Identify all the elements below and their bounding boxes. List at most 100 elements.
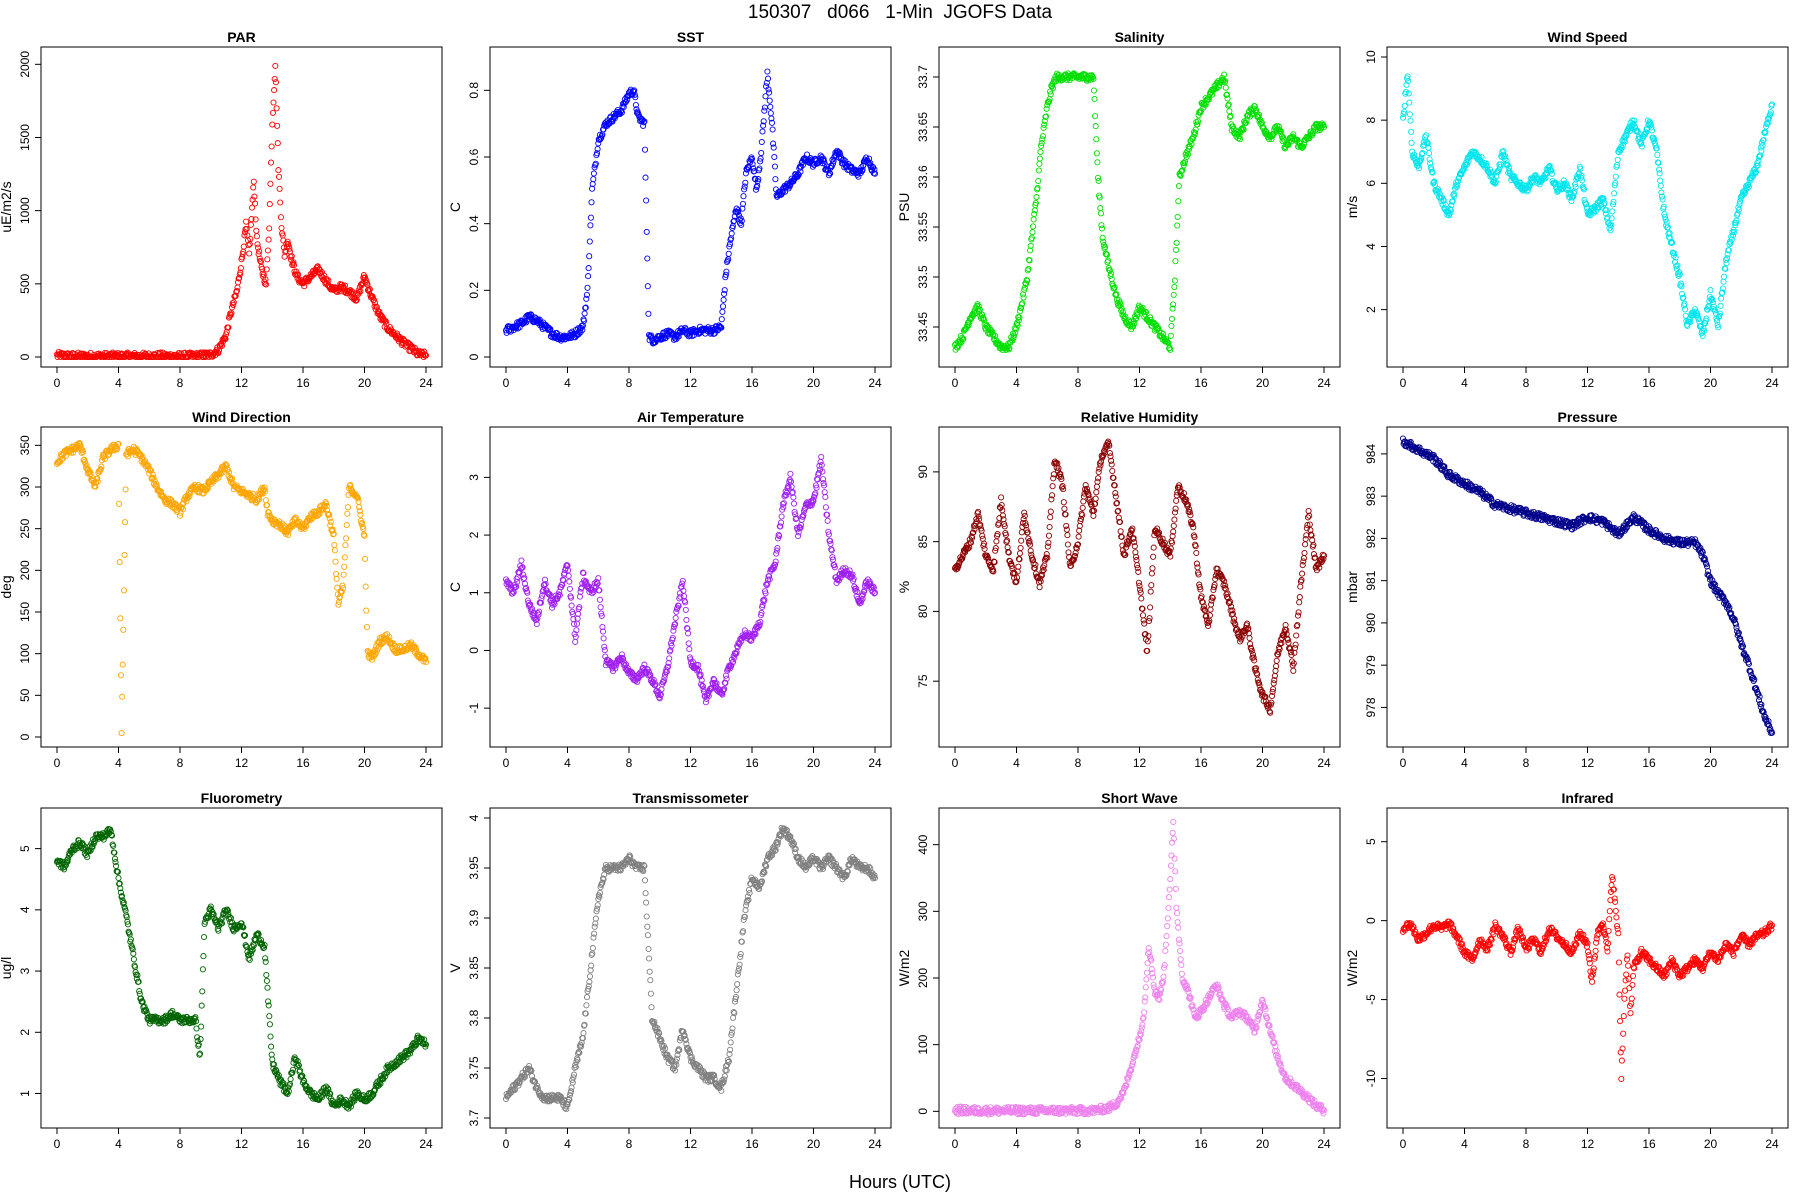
data-point [597,604,604,611]
y-tick-label: 0 [467,647,481,654]
data-point [757,155,764,162]
data-point [1027,242,1034,249]
y-tick-label: 0 [18,733,32,740]
data-point [745,164,752,171]
panel-title: Relative Humidity [1081,409,1199,425]
y-tick-label: 3 [467,474,481,481]
data-point [721,287,728,294]
data-point [1099,234,1106,241]
data-point [1168,322,1175,330]
data-point [1047,508,1054,515]
data-point [686,646,693,653]
x-tick-label: 20 [1704,376,1718,390]
data-point [1147,604,1154,611]
data-point [342,542,349,549]
data-point [1150,553,1157,560]
data-point [1173,497,1180,504]
y-tick-label: 0 [18,353,32,360]
data-point [344,504,351,511]
data-point [642,174,649,181]
data-point [782,188,789,195]
data-point [122,486,129,493]
data-point [829,160,837,167]
data-point [370,296,378,304]
x-tick-label: 16 [1194,756,1208,770]
data-point [259,270,266,277]
data-point [758,149,765,157]
data-point [790,500,798,507]
panel-title: PAR [227,29,256,45]
data-point [965,322,972,329]
data-point [290,262,298,269]
data-point [981,545,988,552]
data-point [767,110,774,117]
data-point [1033,194,1040,201]
data-point [1292,641,1299,648]
data-point [117,615,124,622]
data-point [735,212,742,219]
data-point [621,100,628,107]
data-point [1117,528,1124,535]
data-point [749,161,756,168]
data-point [1036,160,1043,167]
data-point [726,241,733,248]
y-tick-label: 200 [18,560,32,580]
x-tick-label: 4 [1013,376,1020,390]
data-point [301,283,308,290]
data-point [277,199,284,206]
data-point [764,75,772,82]
data-point [362,555,369,562]
x-tick-label: 4 [115,376,122,390]
data-point [1049,85,1057,92]
x-tick-label: 0 [503,376,510,390]
data-point [1175,182,1182,190]
data-point [1096,465,1103,472]
data-point [269,121,276,128]
data-point [1172,505,1179,512]
y-tick-label: 984 [1364,444,1378,464]
data-point [756,165,763,172]
x-tick-label: 0 [952,756,959,770]
y-tick-label: 90 [916,465,930,479]
panel-title: Salinity [1115,29,1165,45]
x-tick-label: 4 [1461,376,1468,390]
data-point [583,295,590,302]
x-tick-label: 20 [1256,756,1270,770]
data-point [1042,113,1050,120]
data-point [1102,243,1109,251]
data-point [1406,99,1413,106]
data-point [1717,302,1724,309]
x-tick-label: 8 [1523,376,1530,390]
data-point [617,110,624,118]
data-point [818,453,825,460]
data-point [1406,111,1413,118]
data-point [1657,182,1664,189]
data-point [765,86,772,93]
data-point [719,308,726,315]
data-point [261,280,268,287]
data-point [121,519,129,526]
data-point [1047,514,1054,521]
y-axis-label: m/s [1344,196,1360,219]
data-point [600,635,607,642]
x-tick-label: 16 [296,376,310,390]
data-point [1138,595,1145,602]
data-point [1002,346,1009,353]
data-point [1044,102,1051,109]
data-point [237,265,244,272]
x-tick-label: 20 [807,756,821,770]
data-point [1096,194,1103,201]
data-point [343,535,350,542]
data-point [1093,489,1100,496]
data-point [568,602,575,609]
data-point [355,498,362,505]
data-point [588,199,595,206]
data-point [248,216,255,223]
y-axis-label: mbar [1344,571,1360,603]
y-tick-label: 2 [1364,306,1378,313]
data-point [770,144,777,151]
x-tick-label: 12 [235,376,249,390]
data-point [266,225,273,232]
